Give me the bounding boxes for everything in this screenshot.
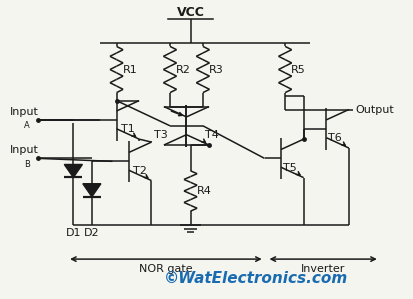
Polygon shape — [83, 184, 101, 197]
Text: T2: T2 — [133, 166, 147, 176]
Text: R4: R4 — [196, 186, 211, 196]
Text: R3: R3 — [209, 65, 223, 74]
Text: T6: T6 — [328, 133, 341, 143]
Text: T5: T5 — [282, 163, 296, 173]
Text: T4: T4 — [204, 130, 218, 140]
Text: R5: R5 — [291, 65, 305, 74]
Text: VCC: VCC — [176, 6, 204, 19]
Text: R2: R2 — [176, 65, 190, 74]
Text: ©WatElectronics.com: ©WatElectronics.com — [164, 271, 348, 286]
Text: R1: R1 — [122, 65, 137, 74]
Text: T1: T1 — [120, 124, 134, 134]
Text: D1: D1 — [65, 228, 81, 238]
Text: Input: Input — [9, 107, 38, 117]
Text: T3: T3 — [154, 130, 168, 140]
Text: A: A — [24, 121, 30, 130]
Text: NOR gate: NOR gate — [139, 263, 192, 274]
Text: B: B — [24, 160, 30, 169]
Text: Output: Output — [354, 105, 393, 115]
Text: D2: D2 — [84, 228, 100, 238]
Polygon shape — [64, 164, 82, 178]
Text: Input: Input — [9, 145, 38, 155]
Text: Inverter: Inverter — [300, 263, 344, 274]
